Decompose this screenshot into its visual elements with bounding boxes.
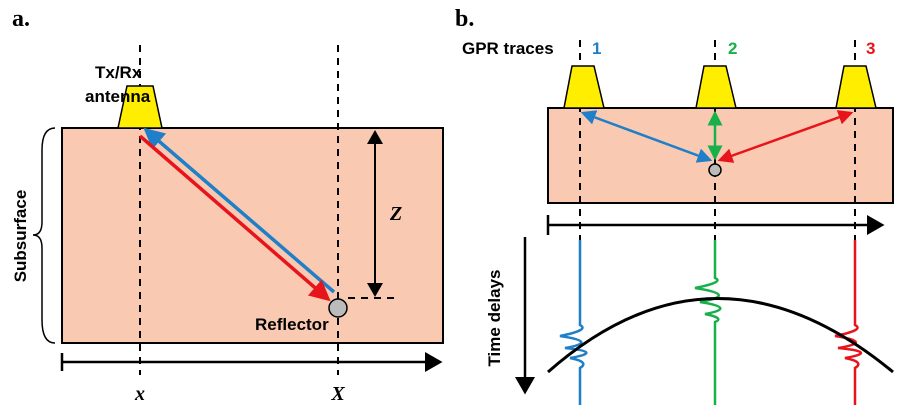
trace [694, 240, 722, 405]
reflector [328, 298, 348, 318]
trace-number: 3 [866, 39, 875, 58]
panel-b: b. GPR traces 1 2 3 Time delays [455, 6, 894, 405]
antenna [835, 65, 877, 109]
trace [834, 240, 862, 405]
trace-number: 1 [592, 39, 601, 58]
antenna [695, 65, 737, 109]
reflector-label: Reflector [255, 315, 329, 334]
ray-down [138, 134, 331, 302]
subsurface-box [547, 107, 894, 204]
x-label: X [330, 383, 345, 405]
traces-label: GPR traces [462, 39, 554, 58]
antenna-label: Tx/Rx [95, 63, 142, 82]
trace [559, 240, 588, 405]
panel-label: b. [455, 6, 474, 32]
antenna-label: antenna [85, 87, 151, 106]
x-label: x [134, 383, 145, 405]
panel-a: a. Z Reflector Tx/Rx antenna Subsurface … [11, 6, 444, 405]
antenna [563, 65, 605, 109]
ray [717, 110, 854, 163]
ray-up [143, 127, 336, 294]
side-label: Subsurface [11, 190, 30, 283]
reflector [708, 163, 722, 177]
trace-number: 2 [728, 39, 737, 58]
panel-label: a. [12, 6, 30, 32]
brace [32, 127, 56, 344]
ray [580, 110, 713, 163]
hyperbola [547, 297, 894, 374]
time-label: Time delays [485, 269, 504, 366]
depth-label: Z [389, 203, 402, 225]
